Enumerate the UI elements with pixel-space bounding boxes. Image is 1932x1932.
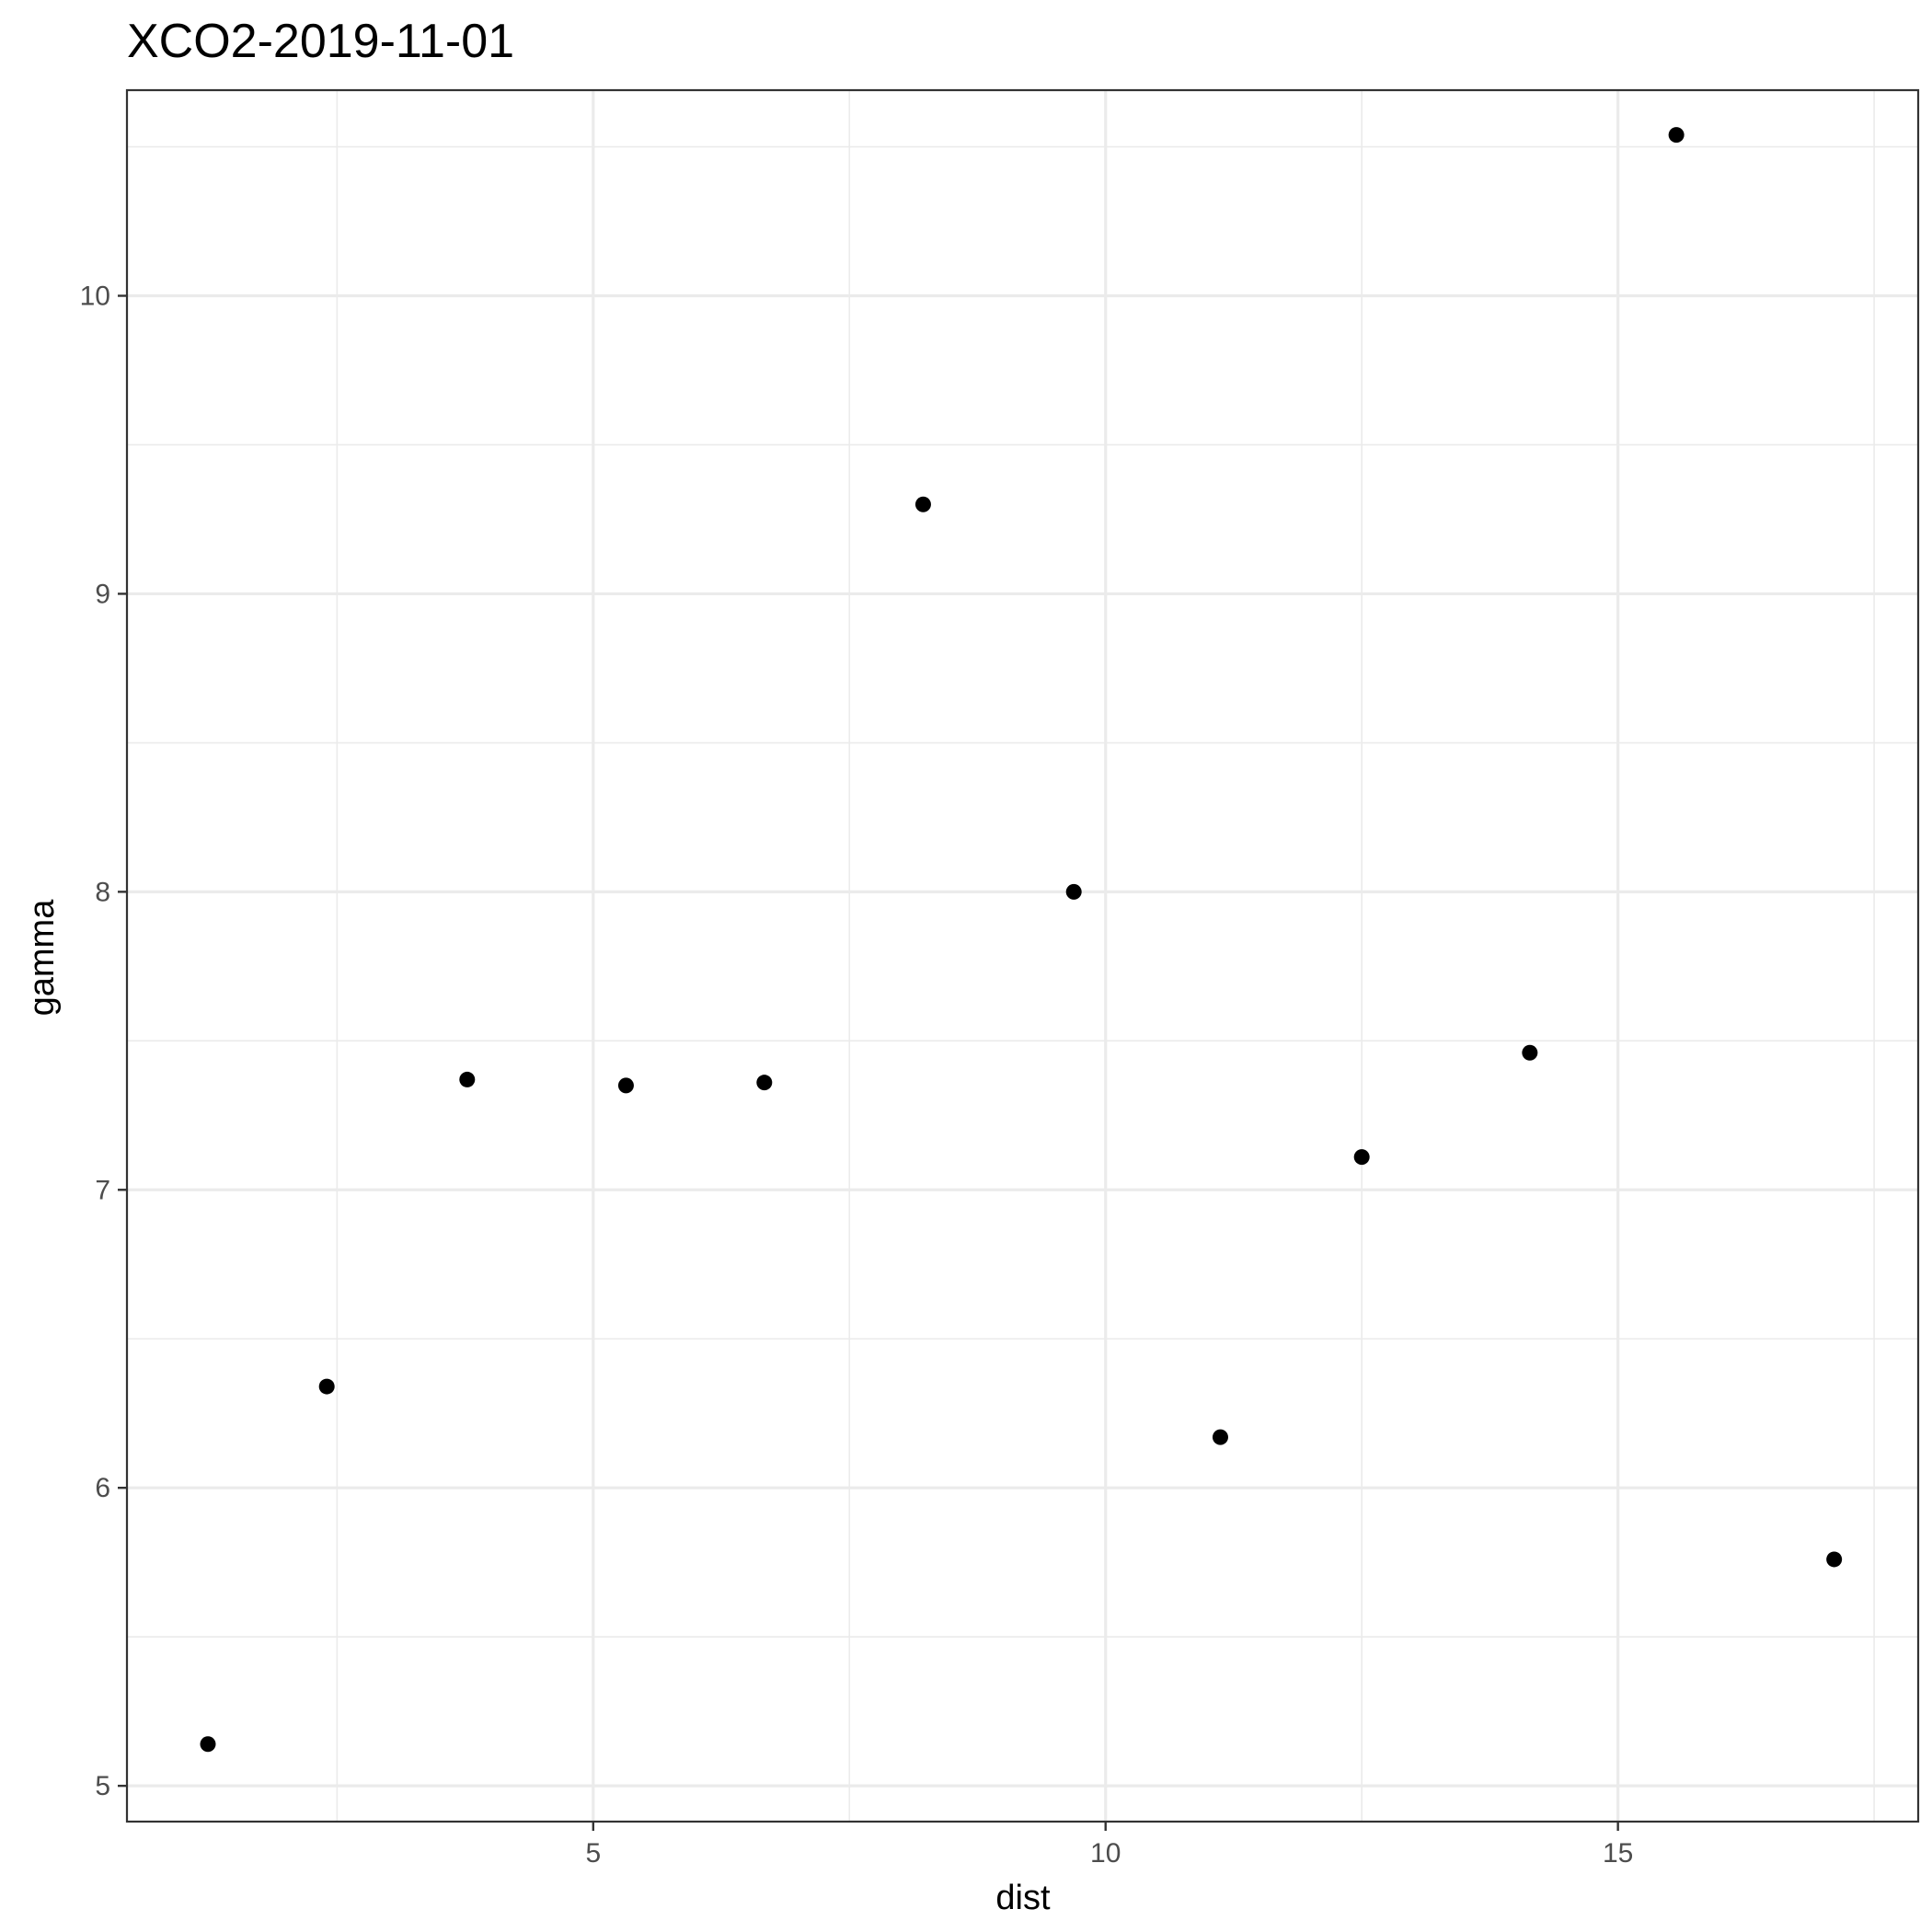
data-point [1212,1429,1228,1445]
data-point [1522,1044,1538,1061]
data-point [1668,127,1685,144]
x-axis-title: dist [995,1879,1051,1917]
data-point [756,1075,773,1091]
data-point [914,496,931,512]
x-tick-label: 5 [585,1838,601,1869]
data-point [459,1071,476,1087]
y-tick-label: 5 [95,1771,110,1801]
data-points [200,127,1843,1753]
data-point [617,1077,634,1094]
plot-panel-border [125,88,1920,1823]
data-point [200,1736,216,1753]
x-tick-label: 10 [1090,1838,1121,1869]
x-tick-label: 15 [1603,1838,1633,1869]
axis-ticks: 5 10 15 5 6 7 8 9 10 [80,282,1634,1869]
y-tick-label: 7 [95,1175,110,1205]
data-point [1353,1149,1370,1166]
grid [127,90,1918,1822]
y-tick-label: 6 [95,1473,110,1503]
data-point [318,1378,335,1395]
y-axis-title: gamma [23,899,62,1017]
data-point [1826,1551,1843,1568]
y-tick-label: 9 [95,579,110,609]
y-tick-label: 10 [80,282,110,312]
y-tick-label: 8 [95,877,110,907]
data-point [1065,883,1082,900]
chart-title: XCO2-2019-11-01 [127,15,514,68]
